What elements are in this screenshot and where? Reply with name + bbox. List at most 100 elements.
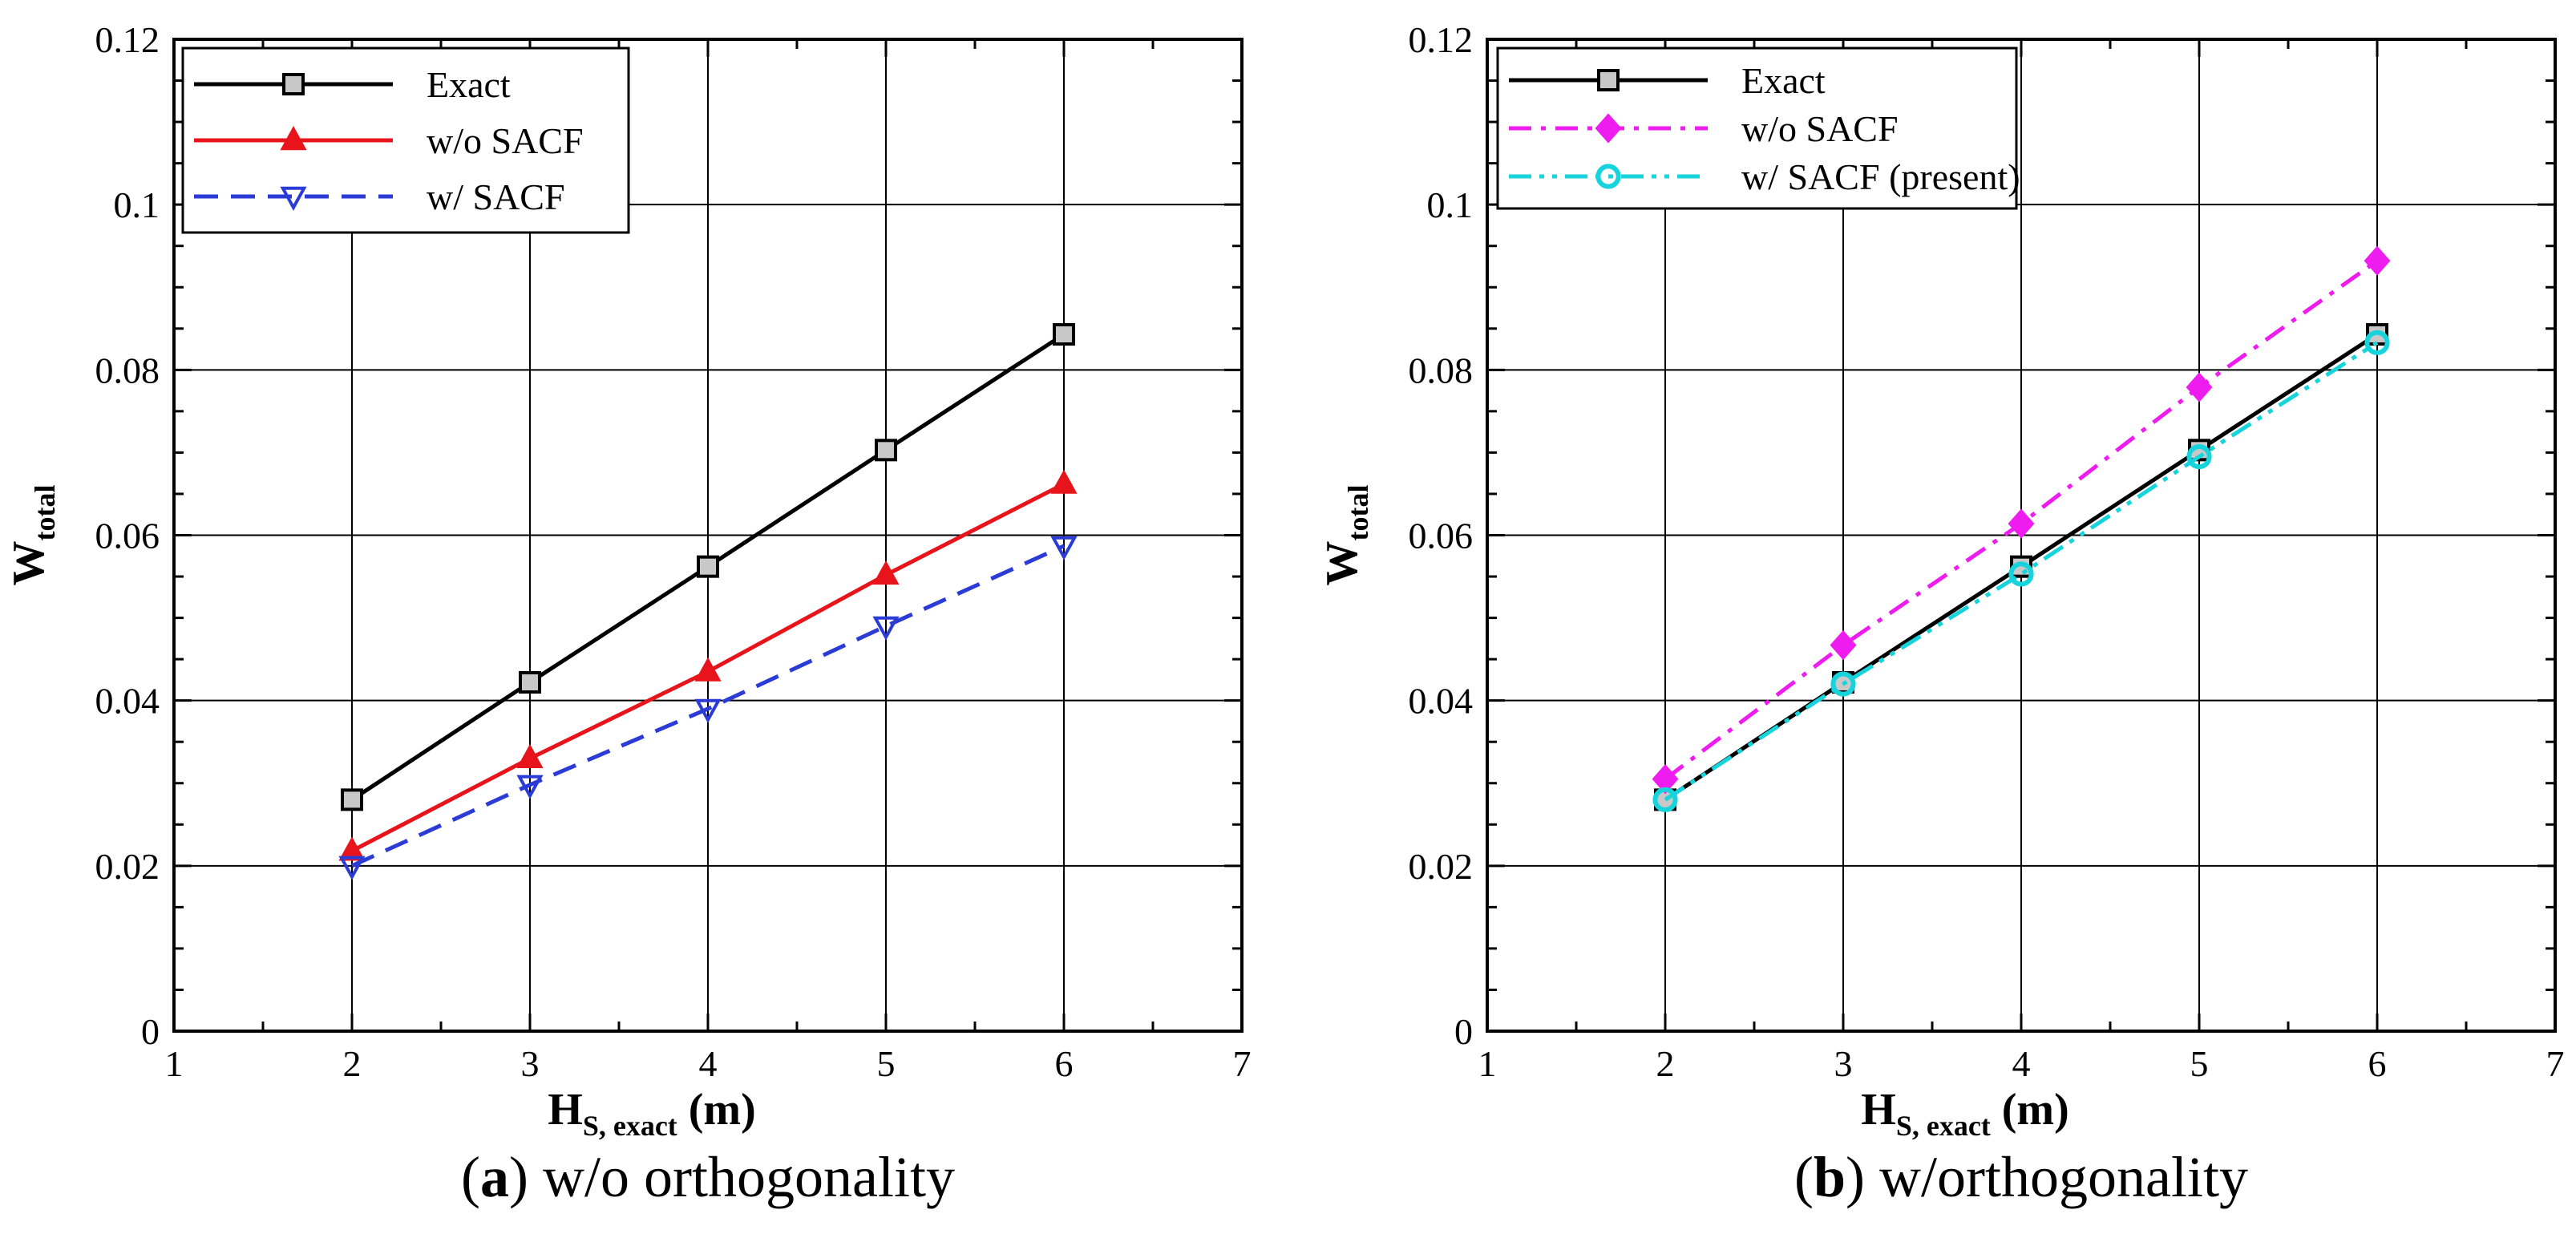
data-point [1053,323,1075,346]
x-tick-label: 3 [1834,1043,1853,1084]
y-tick-label: 0.12 [1409,19,1474,60]
data-point [2186,443,2212,470]
data-point [872,616,900,641]
legend-marker [1595,113,1622,144]
data-point [516,775,544,799]
y-tick-label: 0.08 [95,350,160,390]
chart-panel-a: 1 2 3 4 5 6 7 0 0.02 0.04 0.06 0.08 0.1 0.12 HS, exact… [4,19,1252,1209]
data-point [872,560,900,585]
x-tick-label: 2 [1656,1043,1675,1084]
caption-paren-open: ( [461,1145,480,1209]
series-line [1664,341,2379,802]
legend-marker [282,73,305,95]
caption-paren-close: ) [509,1145,543,1209]
x-tick-label: 2 [343,1043,362,1084]
data-point [697,555,719,578]
y-tick-label: 0.12 [95,19,160,60]
caption-letter: a [480,1145,509,1209]
data-point [341,788,363,811]
y-tick-label: 0.02 [95,846,160,887]
legend-marker [1595,164,1621,189]
series-2 [1652,330,2390,812]
data-point [694,657,722,682]
x-tick-label: 5 [2190,1043,2209,1084]
y-axis-title: Wtotal [4,485,61,586]
data-point [519,670,541,694]
data-point [2008,561,2034,587]
y-axis-title-sub: total [29,485,61,541]
data-point [516,743,544,769]
series-line [350,544,1066,868]
data-point [1050,469,1078,494]
y-axis-title-main: W [1317,540,1367,585]
y-tick-label: 0.04 [1409,681,1474,722]
data-point [2364,330,2390,355]
data-point [1652,787,1678,812]
x-axis-title-sub: S, exact [583,1110,677,1142]
series-1 [338,469,1078,861]
x-tick-label: 1 [1478,1043,1497,1084]
y-tick-label: 0 [1454,1011,1473,1052]
legend: Exact w/o SACF w/ SACF [181,47,630,234]
x-axis-title-main: H [1861,1085,1896,1135]
x-axis-title-main: H [548,1085,583,1135]
y-tick-label: 0.06 [1409,516,1474,556]
y-tick-label: 0.04 [95,681,160,722]
data-point [875,439,897,462]
caption-text: w/o orthogonality [543,1145,955,1209]
x-tick-label: 7 [1233,1043,1252,1084]
x-tick-label: 4 [2012,1043,2031,1084]
series-0 [341,323,1075,811]
y-tick-label: 0.08 [1409,350,1474,390]
x-axis-title-sub: S, exact [1896,1110,1991,1142]
y-tick-label: 0.06 [95,516,160,556]
data-point [2008,508,2035,539]
legend-label: w/o SACF [427,120,584,161]
y-axis-title: Wtotal [1317,485,1374,586]
chart-panel-b: 1 2 3 4 5 6 7 0 0.02 0.04 0.06 0.08 0.1 0.12 HS, exact… [1317,19,2565,1209]
caption-paren-close: ) [1846,1145,1879,1209]
x-tick-label: 7 [2546,1043,2565,1084]
y-tick-label: 0.02 [1409,846,1474,887]
x-tick-label: 6 [1055,1043,1074,1084]
data-point [2364,245,2391,276]
x-tick-label: 1 [165,1043,184,1084]
x-axis-title: HS, exact (m) [1861,1085,2068,1142]
legend-label: w/o SACF [1741,108,1899,149]
x-tick-label: 4 [699,1043,718,1084]
y-tick-label: 0.1 [114,184,160,225]
series-1 [1652,245,2391,795]
legend: Exact w/o SACF w/ SACF (present) [1496,47,2020,210]
legend-marker [280,186,307,211]
legend-marker [280,126,307,151]
figure-caption: (a) w/o orthogonality [461,1145,955,1209]
legend-label: w/ SACF [427,176,565,217]
x-axis-title-unit: (m) [2002,1085,2069,1135]
data-point [1830,629,1857,661]
caption-letter: b [1814,1145,1846,1209]
x-tick-label: 5 [877,1043,896,1084]
plot-frame [1486,38,2557,1033]
data-point [694,698,722,723]
figure-caption: (b) w/orthogonality [1794,1145,2248,1209]
legend-label: Exact [1741,60,1826,101]
data-point [2186,372,2213,403]
legend-marker [1597,69,1620,91]
plot-frame [172,38,1244,1033]
x-axis-title: HS, exact (m) [548,1085,755,1142]
y-tick-label: 0 [141,1011,160,1052]
x-tick-label: 6 [2368,1043,2387,1084]
data-point [1830,671,1856,697]
y-axis-title-sub: total [1342,485,1374,541]
x-tick-label: 3 [521,1043,540,1084]
y-axis-title-main: W [4,540,54,585]
data-point [1050,536,1078,560]
caption-text: w/orthogonality [1879,1145,2248,1209]
legend-label: w/ SACF (present) [1741,156,2020,197]
legend-box [1496,47,2018,210]
x-axis-title-unit: (m) [689,1085,756,1135]
legend-label: Exact [427,64,511,105]
caption-paren-open: ( [1794,1145,1814,1209]
y-tick-label: 0.1 [1427,184,1474,225]
